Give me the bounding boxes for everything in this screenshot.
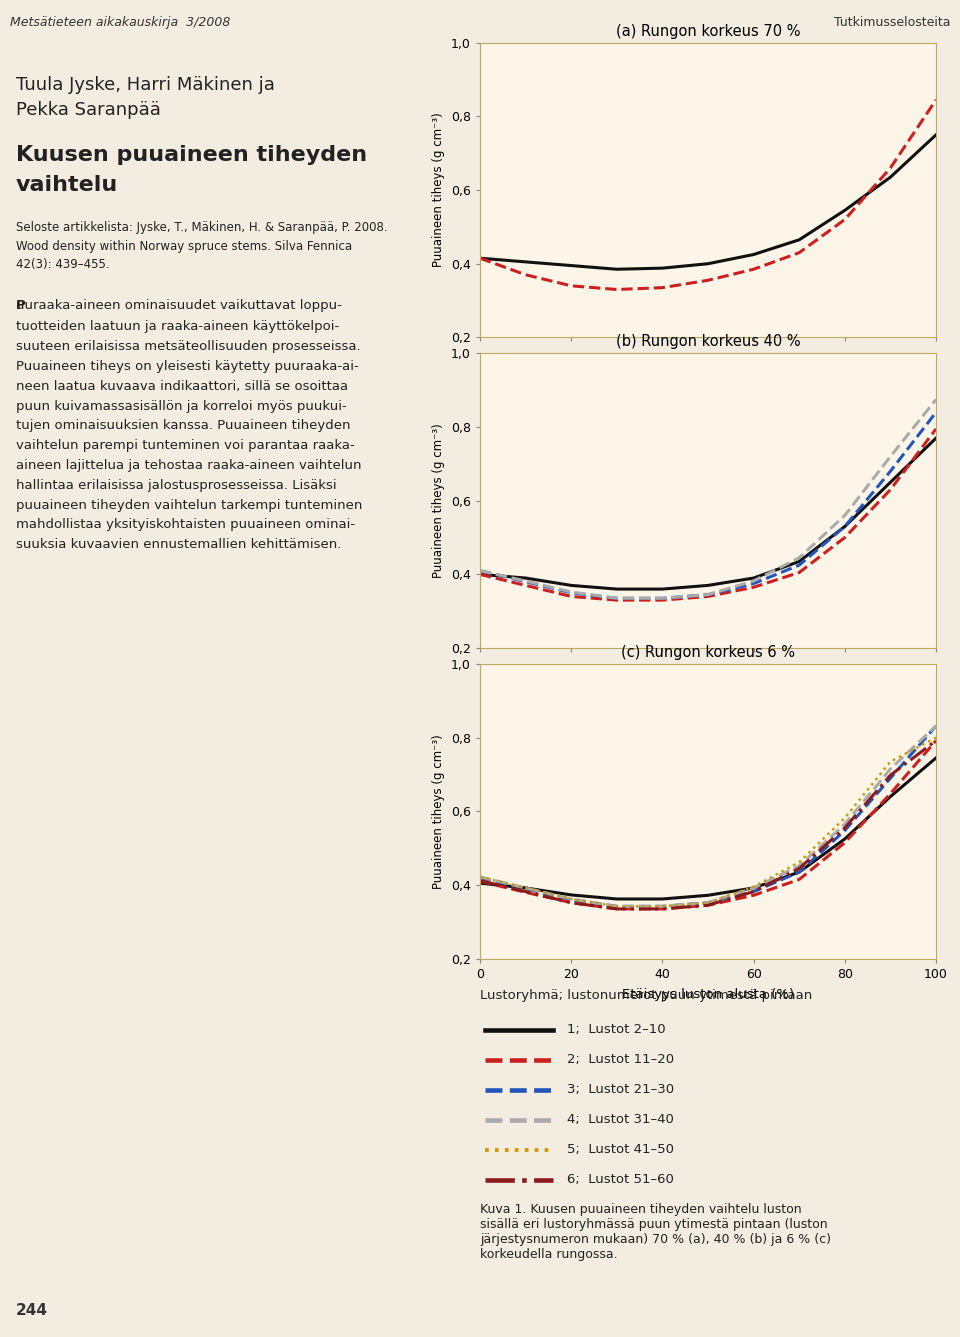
Text: Metsätieteen aikakauskirja  3/2008: Metsätieteen aikakauskirja 3/2008 (10, 16, 230, 29)
Text: vaihtelun parempi tunteminen voi parantaa raaka-: vaihtelun parempi tunteminen voi paranta… (16, 439, 354, 452)
Text: Wood density within Norway spruce stems. Silva Fennica: Wood density within Norway spruce stems.… (16, 239, 352, 253)
Text: tujen ominaisuuksien kanssa. Puuaineen tiheyden: tujen ominaisuuksien kanssa. Puuaineen t… (16, 420, 350, 432)
Text: suuteen erilaisissa metsäteollisuuden prosesseissa.: suuteen erilaisissa metsäteollisuuden pr… (16, 340, 361, 353)
Text: 4;  Lustot 31–40: 4; Lustot 31–40 (566, 1114, 674, 1126)
Y-axis label: Puuaineen tiheys (g cm⁻³): Puuaineen tiheys (g cm⁻³) (432, 424, 445, 578)
Text: 244: 244 (16, 1302, 48, 1318)
Text: uuraaka-aineen ominaisuudet vaikuttavat loppu-: uuraaka-aineen ominaisuudet vaikuttavat … (16, 299, 342, 313)
Text: neen laatua kuvaava indikaattori, sillä se osoittaa: neen laatua kuvaava indikaattori, sillä … (16, 380, 348, 393)
Text: Kuva 1. Kuusen puuaineen tiheyden vaihtelu luston
sisällä eri lustoryhmässä puun: Kuva 1. Kuusen puuaineen tiheyden vaihte… (480, 1203, 831, 1261)
Text: puun kuivamassasisällön ja korreloi myös puukui-: puun kuivamassasisällön ja korreloi myös… (16, 400, 347, 413)
Text: suuksia kuvaavien ennustemallien kehittämisen.: suuksia kuvaavien ennustemallien kehittä… (16, 539, 342, 551)
Text: P: P (16, 299, 26, 313)
Text: tuotteiden laatuun ja raaka-aineen käyttökelpoi-: tuotteiden laatuun ja raaka-aineen käytt… (16, 321, 339, 333)
Text: Tuula Jyske, Harri Mäkinen ja: Tuula Jyske, Harri Mäkinen ja (16, 76, 275, 95)
Y-axis label: Puuaineen tiheys (g cm⁻³): Puuaineen tiheys (g cm⁻³) (432, 734, 445, 889)
Y-axis label: Puuaineen tiheys (g cm⁻³): Puuaineen tiheys (g cm⁻³) (432, 112, 445, 267)
Text: 3;  Lustot 21–30: 3; Lustot 21–30 (566, 1083, 674, 1096)
Text: Lustoryhmä; lustonumerot puun ytimestä pintaan: Lustoryhmä; lustonumerot puun ytimestä p… (480, 989, 812, 1003)
Text: 1;  Lustot 2–10: 1; Lustot 2–10 (566, 1023, 665, 1036)
Text: 5;  Lustot 41–50: 5; Lustot 41–50 (566, 1143, 674, 1157)
X-axis label: Etäisyys luston alusta (%): Etäisyys luston alusta (%) (622, 988, 794, 1000)
Text: Seloste artikkelista: Jyske, T., Mäkinen, H. & Saranpää, P. 2008.: Seloste artikkelista: Jyske, T., Mäkinen… (16, 221, 388, 234)
Title: (b) Rungon korkeus 40 %: (b) Rungon korkeus 40 % (615, 334, 801, 349)
Text: Pekka Saranpää: Pekka Saranpää (16, 102, 161, 119)
Text: aineen lajittelua ja tehostaa raaka-aineen vaihtelun: aineen lajittelua ja tehostaa raaka-aine… (16, 459, 361, 472)
Text: Kuusen puuaineen tiheyden: Kuusen puuaineen tiheyden (16, 144, 367, 164)
Text: mahdollistaa yksityiskohtaisten puuaineen ominai-: mahdollistaa yksityiskohtaisten puuainee… (16, 519, 355, 531)
Title: (c) Rungon korkeus 6 %: (c) Rungon korkeus 6 % (621, 644, 795, 660)
Text: Tutkimusselosteita: Tutkimusselosteita (834, 16, 950, 29)
Title: (a) Rungon korkeus 70 %: (a) Rungon korkeus 70 % (615, 24, 801, 39)
Text: 2;  Lustot 11–20: 2; Lustot 11–20 (566, 1054, 674, 1066)
Text: puuaineen tiheyden vaihtelun tarkempi tunteminen: puuaineen tiheyden vaihtelun tarkempi tu… (16, 499, 362, 512)
Text: hallintaa erilaisissa jalostusprosesseissa. Lisäksi: hallintaa erilaisissa jalostusprosesseis… (16, 479, 337, 492)
Text: 42(3): 439–455.: 42(3): 439–455. (16, 258, 109, 271)
Text: vaihtelu: vaihtelu (16, 175, 118, 195)
Text: Puuaineen tiheys on yleisesti käytetty puuraaka-ai-: Puuaineen tiheys on yleisesti käytetty p… (16, 360, 359, 373)
Text: 6;  Lustot 51–60: 6; Lustot 51–60 (566, 1173, 674, 1186)
